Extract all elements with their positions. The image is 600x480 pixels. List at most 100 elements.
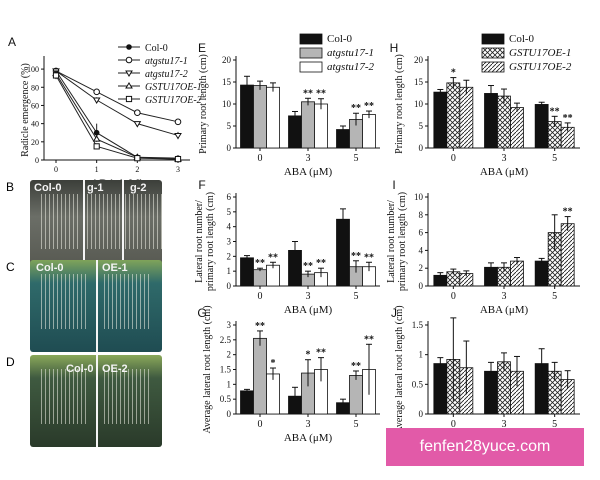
x-tick-label-a: 3 — [176, 165, 180, 174]
y-tick-label-f: 0 — [227, 281, 232, 291]
x-tick-label-j: 5 — [552, 419, 557, 430]
y-tick-label-g: 0 — [227, 409, 232, 419]
legend-marker-a — [126, 44, 132, 50]
photo-text-d-col0: Col-0 — [66, 363, 94, 375]
y-tick-label-h: 0 — [419, 143, 424, 153]
photo-text-b-g1: g-1 — [87, 182, 104, 194]
bar-e — [301, 101, 315, 149]
y-tick-label-h: 15 — [414, 77, 424, 87]
legend-label-h: GSTU17OE-2 — [509, 61, 572, 73]
y-tick-label-i: 8 — [419, 210, 424, 220]
panel-label-f: F — [198, 178, 205, 192]
photo-text-d-oe2: OE-2 — [102, 363, 128, 375]
legend-label-h: Col-0 — [509, 33, 535, 45]
x-axis-label-h: ABA (μM) — [480, 166, 529, 178]
x-tick-label-i: 0 — [451, 291, 456, 302]
x-tick-label-f: 0 — [258, 291, 263, 302]
legend-label-a: GSTU17OE-1 — [145, 82, 202, 93]
bar-h — [534, 104, 549, 149]
x-axis-label-f: ABA (μM) — [284, 304, 333, 316]
x-tick-label-e: 3 — [306, 153, 311, 164]
chart-a: A0204060801000123ABA (μM)Col-0atgstu17-1… — [8, 35, 202, 190]
series-line-a — [55, 70, 179, 136]
y-tick-label-i: 10 — [414, 192, 424, 202]
legend-marker-a — [125, 82, 133, 89]
watermark-banner: fenfen28yuce.com — [386, 428, 584, 466]
y-tick-label-j: 1.5 — [412, 320, 424, 330]
y-tick-label-a: 0 — [35, 156, 39, 165]
y-axis-label-f: Lateral root number/ — [194, 200, 205, 283]
significance-mark-f: ** — [316, 258, 326, 269]
y-tick-label-g: 2 — [227, 350, 232, 360]
y-tick-label-i: 2 — [419, 263, 424, 273]
photo-divider — [96, 260, 98, 352]
bar-h — [459, 86, 474, 149]
significance-mark-f: ** — [351, 251, 361, 262]
y-axis-label-j: Average lateral root length (cm) — [394, 305, 405, 433]
y-tick-label-a: 80 — [31, 83, 39, 92]
legend-marker-a — [125, 95, 133, 103]
chart-h: H 0 5 10 15 20 0 * 3 5 **** ABA (μM) Primary root le… — [390, 33, 580, 178]
data-point-a — [92, 97, 101, 104]
bar-i — [510, 260, 524, 287]
photo-divider — [82, 180, 85, 272]
y-tick-label-f: 4 — [227, 222, 232, 232]
photo-text-b-col0: Col-0 — [34, 182, 62, 194]
roots-b3 — [125, 194, 162, 250]
y-tick-label-e: 5 — [227, 121, 232, 131]
significance-mark-e: ** — [351, 103, 361, 114]
panel-label-i: I — [392, 178, 395, 192]
y-tick-label-h: 20 — [414, 55, 424, 65]
bar-e — [288, 115, 302, 149]
photo-text-c-oe1: OE-1 — [102, 262, 128, 274]
significance-mark-i: ** — [563, 207, 573, 218]
y-axis-label-h: Primary root length (cm) — [394, 54, 405, 154]
significance-mark-e: ** — [316, 89, 326, 100]
data-point-a — [92, 135, 101, 142]
y-tick-label-f: 2 — [227, 251, 232, 261]
x-tick-label-f: 3 — [306, 291, 311, 302]
y-axis-label-g: Average lateral root length (cm) — [202, 305, 213, 433]
bar-e — [253, 85, 267, 149]
bar-g — [266, 373, 280, 415]
legend-swatch-h — [481, 47, 505, 59]
legend-marker-a — [125, 70, 133, 77]
x-tick-label-j: 0 — [451, 419, 456, 430]
y-tick-label-h: 5 — [419, 121, 424, 131]
significance-mark-g: ** — [364, 334, 374, 345]
y-tick-label-f: 6 — [227, 192, 232, 202]
bar-g — [349, 375, 363, 415]
bar-h — [510, 107, 524, 149]
y-tick-label-f: 5 — [227, 207, 232, 217]
panel-label-d: D — [6, 355, 15, 369]
chart-g: G00.511.522.530***3* **5****ABA (μM)Avera… — [197, 305, 380, 444]
x-tick-label-g: 5 — [354, 419, 359, 430]
photo-divider — [122, 180, 125, 272]
chart-i: I 0 2 4 6 8 10 0 3 5 ** ABA (μM) Lateral root number… — [386, 178, 580, 316]
x-tick-label-f: 5 — [354, 291, 359, 302]
legend-swatch-e — [299, 33, 323, 45]
photo-text-c-col0: Col-0 — [36, 262, 64, 274]
panel-label-e: E — [198, 41, 206, 55]
legend-label-e: Col-0 — [327, 33, 353, 45]
legend-label-a: Col-0 — [145, 43, 168, 54]
bar-e — [266, 86, 280, 149]
significance-mark-f: ** — [268, 252, 278, 263]
photo-panel-d: Col-0 OE-2 — [30, 355, 162, 447]
y-axis-label-f: primary root length (cm) — [205, 192, 216, 291]
data-point-a — [93, 88, 100, 96]
series-line-a — [55, 75, 179, 160]
y-tick-label-a: 100 — [27, 65, 39, 74]
x-tick-label-g: 3 — [306, 419, 311, 430]
y-tick-label-g: 3 — [227, 320, 232, 330]
legend-label-e: atgstu17-1 — [327, 47, 374, 59]
legend-label-e: atgstu17-2 — [327, 61, 375, 73]
x-tick-label-g: 0 — [258, 419, 263, 430]
roots-c2 — [103, 274, 152, 330]
legend-label-a: GSTU17OE-2 — [145, 95, 202, 106]
panel-label-h: H — [390, 41, 399, 55]
significance-mark-h: ** — [563, 113, 573, 124]
legend-swatch-h — [481, 33, 505, 45]
significance-mark-g: ** — [316, 348, 326, 359]
data-point-a — [134, 155, 141, 162]
